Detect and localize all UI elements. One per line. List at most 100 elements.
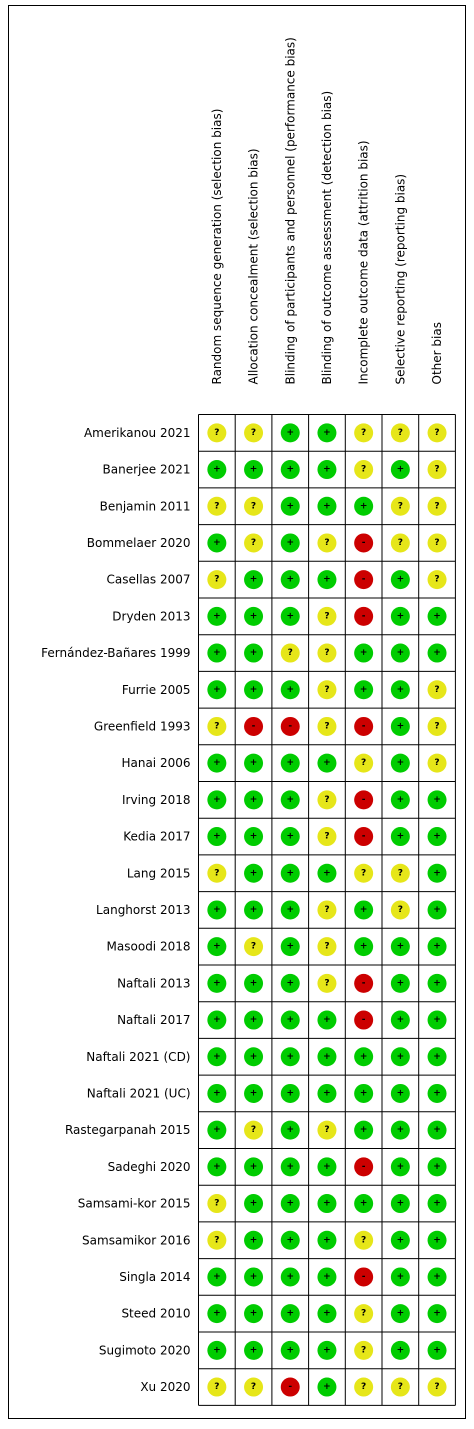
judgement-dot <box>317 460 337 480</box>
judgement-dot <box>317 1304 337 1324</box>
judgement-dot <box>244 1047 264 1067</box>
judgement-dot <box>317 973 337 993</box>
judgement-symbol: - <box>362 575 366 585</box>
judgement-symbol: ? <box>324 905 329 915</box>
judgement-dot <box>207 1047 227 1067</box>
judgement-symbol: ? <box>214 575 219 585</box>
judgement-symbol: + <box>397 611 405 621</box>
judgement-symbol: ? <box>434 685 439 695</box>
judgement-symbol: + <box>250 1015 258 1025</box>
judgement-symbol: + <box>397 1052 405 1062</box>
judgement-symbol: + <box>250 575 258 585</box>
judgement-dot <box>390 606 410 626</box>
judgement-dot <box>390 1194 410 1214</box>
study-label: Hanai 2006 <box>121 756 190 770</box>
judgement-dot <box>317 716 337 736</box>
judgement-dot <box>280 643 300 663</box>
judgement-symbol: - <box>362 978 366 988</box>
judgement-symbol: ? <box>324 648 329 658</box>
judgement-dot <box>427 827 447 847</box>
judgement-dot <box>207 1194 227 1214</box>
judgement-dot <box>207 606 227 626</box>
judgement-symbol: + <box>213 978 221 988</box>
judgement-dot <box>390 1267 410 1287</box>
judgement-dot <box>207 1267 227 1287</box>
judgement-symbol: ? <box>361 868 366 878</box>
judgement-symbol: + <box>433 832 441 842</box>
judgement-dot <box>244 716 264 736</box>
judgement-dot <box>207 827 227 847</box>
judgement-dot <box>390 1230 410 1250</box>
judgement-symbol: + <box>250 795 258 805</box>
judgement-symbol: + <box>213 1052 221 1062</box>
judgement-dot <box>317 900 337 920</box>
judgement-symbol: ? <box>251 538 256 548</box>
judgement-symbol: + <box>213 1088 221 1098</box>
judgement-dot <box>354 900 374 920</box>
judgement-dot <box>280 716 300 736</box>
judgement-symbol: + <box>397 721 405 731</box>
judgement-symbol: + <box>323 465 331 475</box>
judgement-dot <box>280 680 300 700</box>
study-label: Casellas 2007 <box>107 573 191 587</box>
judgement-symbol: + <box>213 1162 221 1172</box>
judgement-symbol: + <box>250 1235 258 1245</box>
judgement-symbol: + <box>360 685 368 695</box>
judgement-symbol: + <box>360 1199 368 1209</box>
judgement-dot <box>427 900 447 920</box>
judgement-symbol: ? <box>324 611 329 621</box>
judgement-symbol: ? <box>324 795 329 805</box>
judgement-symbol: + <box>286 1199 294 1209</box>
judgement-symbol: + <box>213 685 221 695</box>
judgement-dot <box>244 1304 264 1324</box>
judgement-symbol: + <box>433 1235 441 1245</box>
judgement-dot <box>280 496 300 516</box>
judgement-dot <box>207 1230 227 1250</box>
judgement-dot <box>244 643 264 663</box>
judgement-symbol: + <box>213 648 221 658</box>
judgement-symbol: ? <box>398 1382 403 1392</box>
judgement-symbol: + <box>433 1162 441 1172</box>
judgement-dot <box>390 1083 410 1103</box>
judgement-symbol: ? <box>324 721 329 731</box>
judgement-symbol: + <box>360 501 368 511</box>
judgement-symbol: + <box>286 501 294 511</box>
judgement-dot <box>317 1230 337 1250</box>
judgement-symbol: ? <box>361 465 366 475</box>
study-label: Naftali 2017 <box>117 1013 190 1027</box>
judgement-dot <box>427 790 447 810</box>
judgement-dot <box>354 1157 374 1177</box>
judgement-dot <box>280 1267 300 1287</box>
judgement-symbol: + <box>286 1125 294 1135</box>
judgement-dot <box>207 790 227 810</box>
judgement-symbol: ? <box>434 465 439 475</box>
judgement-symbol: + <box>433 1199 441 1209</box>
judgement-symbol: + <box>286 611 294 621</box>
judgement-dot <box>280 900 300 920</box>
judgement-symbol: + <box>286 1015 294 1025</box>
judgement-symbol: + <box>213 465 221 475</box>
judgement-dot <box>427 1377 447 1397</box>
study-label: Samsamikor 2016 <box>82 1233 190 1247</box>
judgement-symbol: - <box>362 1162 366 1172</box>
judgement-dot <box>317 863 337 883</box>
judgement-dot <box>244 1377 264 1397</box>
judgement-dot <box>244 1083 264 1103</box>
judgement-symbol: ? <box>288 648 293 658</box>
judgement-symbol: + <box>433 648 441 658</box>
judgement-symbol: + <box>250 1052 258 1062</box>
judgement-symbol: + <box>397 1235 405 1245</box>
judgement-symbol: + <box>250 648 258 658</box>
judgement-dot <box>390 790 410 810</box>
judgement-symbol: ? <box>361 1309 366 1319</box>
judgement-symbol: + <box>250 611 258 621</box>
study-label: Naftali 2013 <box>117 976 190 990</box>
judgement-dot <box>390 570 410 590</box>
judgement-symbol: - <box>362 611 366 621</box>
judgement-dot <box>280 790 300 810</box>
judgement-symbol: + <box>286 538 294 548</box>
study-label: Dryden 2013 <box>112 609 190 623</box>
judgement-symbol: + <box>286 1235 294 1245</box>
judgement-symbol: ? <box>361 428 366 438</box>
judgement-symbol: + <box>213 905 221 915</box>
